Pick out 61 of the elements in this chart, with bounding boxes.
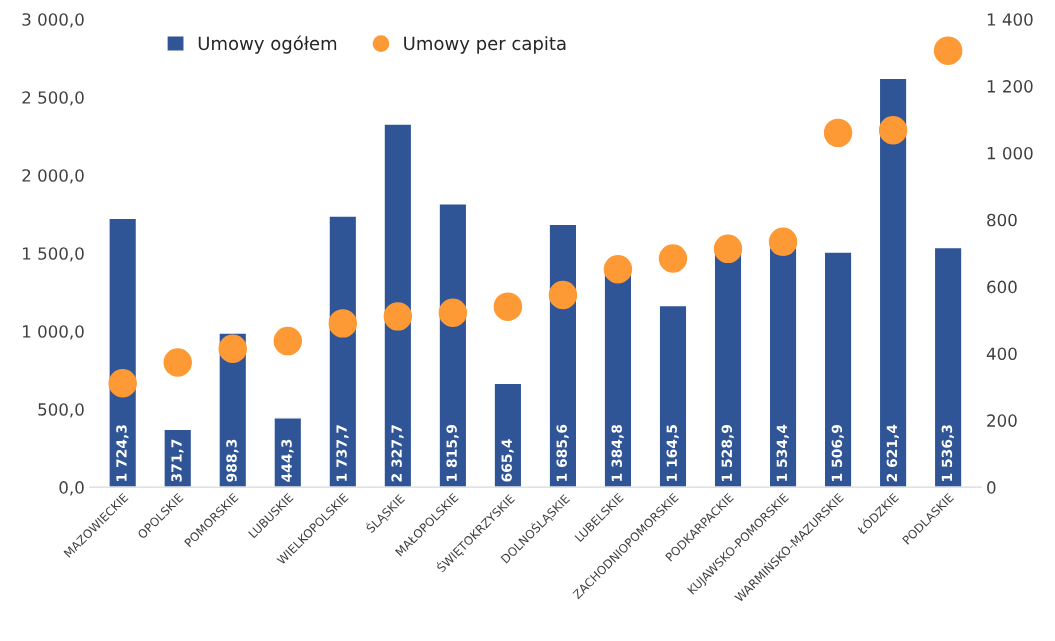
point [658, 244, 688, 273]
legend-label: Umowy per capita [404, 36, 566, 54]
data-label: 1 724,3 [116, 425, 129, 481]
bar [328, 215, 358, 488]
bar [383, 123, 413, 488]
data-label: 371,7 [171, 439, 184, 482]
data-label: 2 327,7 [391, 425, 404, 482]
point [273, 326, 303, 356]
bar [548, 223, 578, 488]
bar [878, 77, 908, 488]
point [933, 36, 963, 65]
data-label: 1 815,9 [446, 424, 459, 481]
point [218, 334, 247, 364]
y2-tick-label: 200 [987, 414, 1017, 427]
data-label: 1 685,6 [556, 424, 569, 481]
point [108, 368, 137, 398]
y-tick-label: 2 000,0 [22, 169, 84, 184]
data-label: 1 536,3 [941, 425, 954, 481]
y-tick-label: 1 000,0 [23, 325, 84, 340]
point [493, 292, 523, 321]
data-label: 1 164,5 [666, 425, 679, 481]
bar [163, 428, 193, 488]
data-label: 1 737,7 [336, 425, 349, 481]
point [328, 309, 358, 338]
point [383, 302, 413, 331]
point [823, 118, 853, 148]
y2-tick-label: 600 [987, 280, 1017, 294]
y-tick-label: 2 500,0 [22, 91, 84, 106]
bar [768, 247, 798, 488]
y-tick-label: 500,0 [38, 403, 84, 418]
data-label: 665,4 [501, 439, 514, 482]
y2-tick-label: 1 000 [987, 146, 1033, 160]
data-label: 444,3 [281, 439, 294, 482]
point [548, 280, 578, 310]
point [438, 298, 468, 327]
y2-tick-label: 1 400 [987, 13, 1033, 26]
bar [493, 382, 523, 488]
data-label: 1 384,8 [611, 424, 624, 481]
point [713, 234, 743, 264]
y2-tick-label: 400 [986, 347, 1017, 361]
data-label: 2 621,4 [886, 424, 899, 482]
data-label: 988,3 [226, 439, 239, 482]
data-label: 1 534,4 [776, 424, 789, 481]
point [603, 255, 633, 284]
bar [933, 246, 963, 488]
y-tick-label: 1 500,0 [23, 247, 84, 262]
y2-tick-label: 0 [987, 481, 996, 494]
point [163, 348, 192, 377]
data-label: 1 528,9 [721, 424, 734, 481]
y2-tick-label: 800 [987, 213, 1017, 227]
point [878, 115, 908, 145]
y-tick-label: 3 000,0 [22, 13, 84, 28]
bar [438, 203, 468, 488]
y2-tick-label: 1 200 [987, 80, 1033, 93]
bar [823, 251, 853, 488]
point [768, 227, 798, 257]
bar [273, 417, 303, 488]
legend-label: Umowy ogółem [198, 35, 337, 54]
bar [658, 304, 688, 488]
bar [108, 217, 138, 488]
data-label: 1 506,9 [831, 424, 844, 481]
